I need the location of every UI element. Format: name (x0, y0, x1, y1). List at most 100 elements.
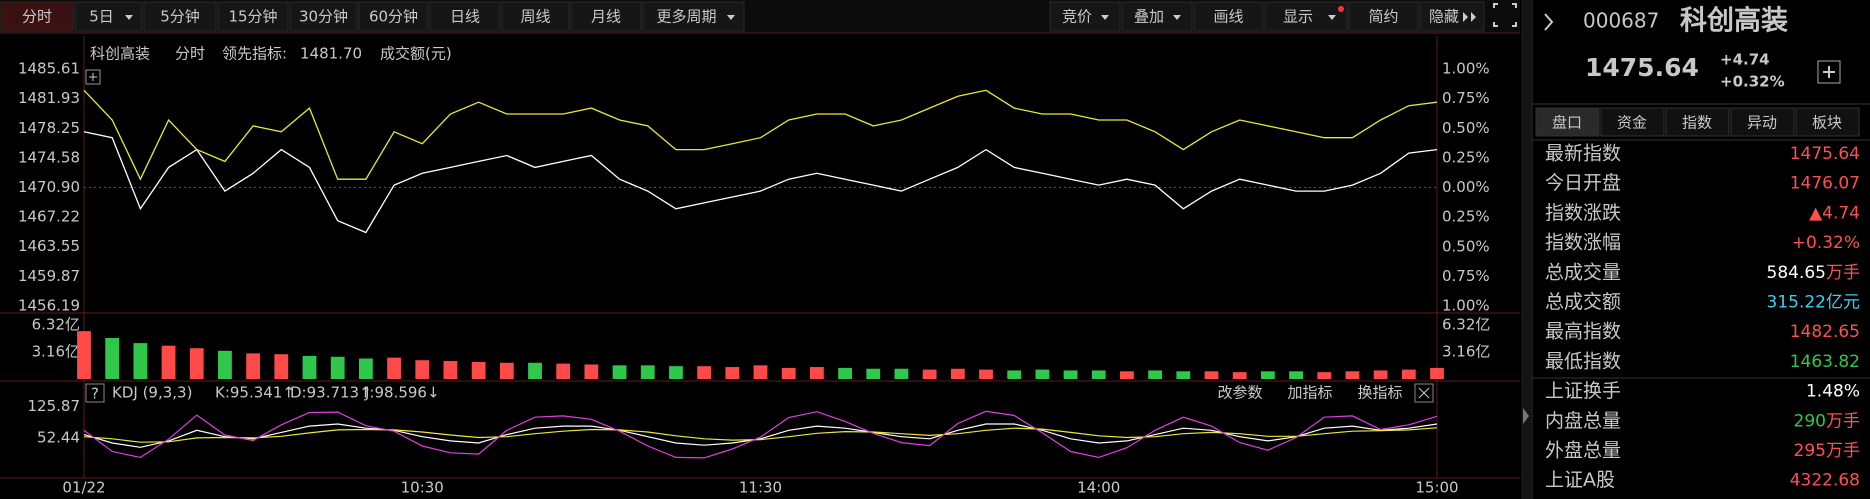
quote-tab[interactable] (1795, 107, 1860, 137)
period-tab[interactable] (501, 1, 570, 32)
period-tab[interactable] (429, 1, 501, 32)
caret (1328, 15, 1336, 20)
volume-bar (1373, 370, 1388, 379)
tool-button[interactable] (1121, 1, 1193, 32)
volume-bar (809, 367, 824, 379)
period-label[interactable]: 60分钟 (369, 8, 418, 26)
percent-tick-label: 1.00% (1442, 60, 1490, 78)
kdj-action[interactable]: 换指标 (1357, 384, 1402, 402)
period-label[interactable]: 5分钟 (160, 8, 200, 26)
period-label[interactable]: 日线 (450, 8, 480, 26)
price-tick-label: 1485.61 (18, 60, 80, 78)
period-tab[interactable] (0, 1, 74, 32)
period-tab[interactable] (289, 1, 358, 32)
kdj-action[interactable]: 加指标 (1287, 384, 1332, 402)
legend-name: 科创高装 (90, 45, 150, 63)
percent-tick-label: 0.75% (1442, 89, 1490, 107)
help-icon[interactable]: ? (91, 385, 99, 403)
volume-bar (781, 367, 796, 379)
legend-indicator: 领先指标: (222, 45, 287, 63)
price-line (83, 131, 1438, 234)
volume-bar (753, 365, 768, 379)
quote-label: 外盘总量 (1545, 440, 1621, 462)
quote-tab[interactable] (1535, 107, 1600, 137)
period-label[interactable]: 周线 (520, 8, 550, 26)
quote-tab-label[interactable]: 资金 (1617, 114, 1647, 132)
volume-bar (246, 353, 261, 379)
volume-bar (1091, 370, 1106, 379)
volume-bar (1345, 371, 1360, 379)
quote-tab[interactable] (1600, 107, 1665, 137)
volume-bar (1007, 370, 1022, 379)
back-icon[interactable] (1544, 13, 1554, 31)
quote-value-number: ▲4.74 (1809, 203, 1860, 223)
volume-bar (471, 361, 486, 379)
volume-bar (528, 362, 542, 379)
quote-tab-label[interactable]: 盘口 (1552, 114, 1582, 132)
close-box[interactable] (1414, 383, 1434, 403)
quote-label: 总成交量 (1545, 261, 1621, 283)
period-tab[interactable] (217, 1, 289, 32)
tool-label[interactable]: 隐藏 (1429, 8, 1459, 26)
period-label[interactable]: 月线 (591, 8, 621, 26)
kdj-readout: D:93.713↑ (290, 384, 372, 402)
price-tick-label: 1456.19 (18, 297, 80, 315)
percent-tick-label: 1.00% (1442, 297, 1490, 315)
period-tab[interactable] (358, 1, 429, 32)
crosshair-toggle[interactable] (85, 69, 101, 85)
volume-bar (161, 345, 176, 379)
volume-bar (697, 366, 712, 379)
price-tick-label: 1470.90 (18, 178, 80, 196)
volume-bar (1148, 370, 1163, 379)
caret (727, 15, 735, 20)
percent-tick-label: 0.25% (1442, 208, 1490, 226)
quote-value: 1476.07 (1790, 174, 1860, 194)
tool-label[interactable]: 简约 (1368, 8, 1398, 26)
quote-value-number: 295 (1794, 441, 1826, 461)
caret (1173, 15, 1181, 20)
period-label[interactable]: 30分钟 (299, 8, 348, 26)
volume-bar (1120, 371, 1134, 379)
quote-tab-label[interactable]: 板块 (1812, 114, 1842, 132)
stock-code: 000687 (1583, 9, 1659, 33)
period-tab[interactable] (642, 1, 745, 32)
period-label[interactable]: 更多周期 (656, 8, 716, 26)
volume-bar (443, 361, 458, 379)
quote-tab-label[interactable]: 异动 (1747, 114, 1777, 132)
add-button[interactable] (1817, 60, 1841, 84)
tool-label[interactable]: 显示 (1283, 8, 1313, 26)
period-label[interactable]: 分时 (22, 8, 52, 26)
fullscreen-icon[interactable] (1493, 3, 1517, 27)
tool-button[interactable] (1348, 1, 1419, 32)
caret (125, 15, 133, 20)
period-label[interactable]: 15分钟 (228, 8, 277, 26)
quote-value: 1.48% (1806, 382, 1860, 402)
stock-price: 1475.64 (1585, 53, 1699, 82)
help-box[interactable] (85, 383, 105, 403)
period-tab[interactable] (143, 1, 217, 32)
volume-bar (499, 362, 514, 379)
quote-tab[interactable] (1730, 107, 1795, 137)
price-tick-label: 1474.58 (18, 148, 80, 166)
quote-label: 最低指数 (1545, 350, 1621, 372)
collapse-arrow[interactable] (1523, 408, 1529, 424)
quote-tab-label[interactable]: 指数 (1682, 114, 1712, 132)
close-icon (1418, 387, 1430, 399)
period-label[interactable]: 5日 (89, 8, 114, 26)
quote-value-unit: 万手 (1826, 441, 1860, 461)
quote-label: 总成交额 (1545, 291, 1621, 313)
tool-button[interactable] (1049, 1, 1121, 32)
tool-label[interactable]: 画线 (1213, 8, 1243, 26)
period-tab[interactable] (570, 1, 642, 32)
tool-label[interactable]: 叠加 (1134, 8, 1164, 26)
kdj-action[interactable]: 改参数 (1217, 384, 1262, 402)
quote-value-number: 4322.68 (1790, 471, 1860, 491)
quote-tab[interactable] (1665, 107, 1730, 137)
scrollbar[interactable] (1521, 0, 1531, 499)
volume-bar (1430, 367, 1444, 379)
tool-label[interactable]: 竞价 (1062, 8, 1092, 26)
volume-bar (1176, 371, 1191, 379)
quote-value-number: 584.65 (1767, 263, 1826, 283)
tool-button[interactable] (1193, 1, 1264, 32)
time-label: 15:00 (1415, 479, 1458, 497)
